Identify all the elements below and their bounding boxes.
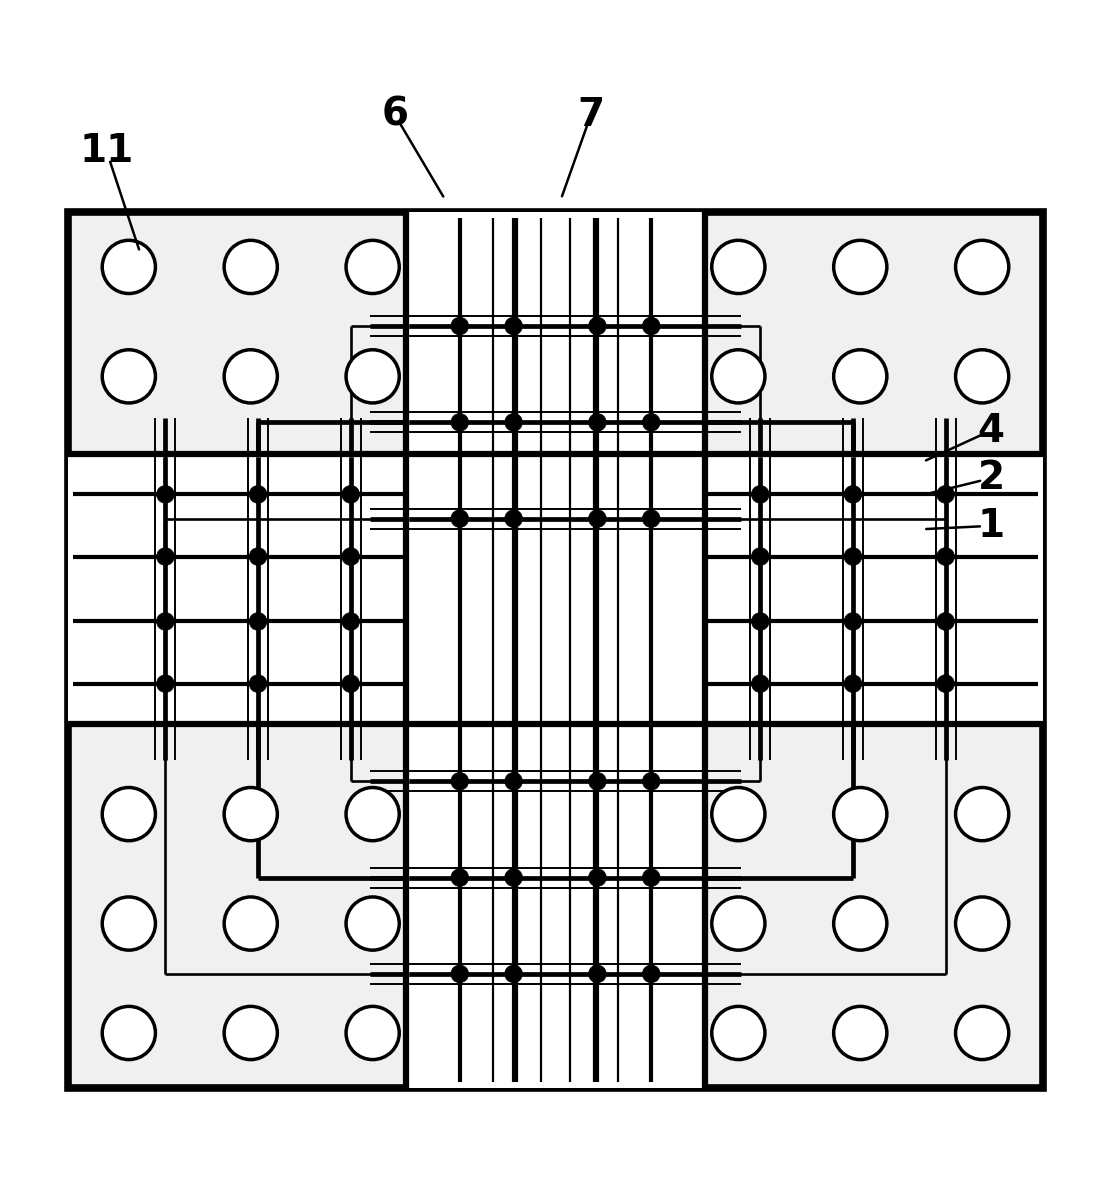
Circle shape: [224, 788, 278, 841]
Circle shape: [844, 675, 862, 693]
Circle shape: [504, 773, 522, 790]
Circle shape: [451, 868, 469, 887]
Circle shape: [346, 788, 399, 841]
Circle shape: [589, 413, 607, 431]
Circle shape: [937, 613, 954, 630]
Circle shape: [642, 413, 660, 431]
Circle shape: [346, 350, 399, 403]
Circle shape: [451, 317, 469, 335]
Circle shape: [249, 675, 267, 693]
Circle shape: [751, 548, 769, 565]
Circle shape: [157, 675, 174, 693]
Bar: [68, 454, 1043, 724]
Circle shape: [751, 675, 769, 693]
Circle shape: [102, 240, 156, 293]
Circle shape: [642, 510, 660, 528]
Circle shape: [589, 317, 607, 335]
Circle shape: [955, 788, 1009, 841]
Circle shape: [504, 510, 522, 528]
Circle shape: [833, 788, 887, 841]
Circle shape: [844, 613, 862, 630]
Circle shape: [504, 317, 522, 335]
Circle shape: [589, 510, 607, 528]
Circle shape: [342, 548, 360, 565]
Circle shape: [712, 788, 765, 841]
Circle shape: [451, 965, 469, 982]
Circle shape: [249, 548, 267, 565]
Circle shape: [346, 240, 399, 293]
Circle shape: [102, 1006, 156, 1059]
Circle shape: [224, 1006, 278, 1059]
Circle shape: [504, 868, 522, 887]
Circle shape: [589, 773, 607, 790]
Circle shape: [712, 350, 765, 403]
Circle shape: [642, 317, 660, 335]
Text: 7: 7: [578, 95, 604, 133]
Text: 2: 2: [978, 459, 1004, 497]
Circle shape: [249, 613, 267, 630]
Circle shape: [249, 485, 267, 503]
Circle shape: [712, 1006, 765, 1059]
Circle shape: [342, 613, 360, 630]
Circle shape: [451, 413, 469, 431]
Circle shape: [451, 510, 469, 528]
Circle shape: [451, 773, 469, 790]
Circle shape: [712, 240, 765, 293]
Circle shape: [504, 965, 522, 982]
Circle shape: [844, 548, 862, 565]
Circle shape: [102, 896, 156, 951]
Circle shape: [833, 240, 887, 293]
Text: 6: 6: [381, 95, 409, 133]
Circle shape: [844, 485, 862, 503]
Circle shape: [224, 896, 278, 951]
Circle shape: [224, 240, 278, 293]
Circle shape: [589, 965, 607, 982]
Circle shape: [342, 485, 360, 503]
Circle shape: [589, 868, 607, 887]
Circle shape: [937, 485, 954, 503]
Circle shape: [833, 896, 887, 951]
Text: 1: 1: [978, 507, 1004, 545]
Circle shape: [157, 485, 174, 503]
Circle shape: [955, 350, 1009, 403]
Circle shape: [102, 350, 156, 403]
Circle shape: [955, 240, 1009, 293]
Circle shape: [937, 548, 954, 565]
Circle shape: [642, 773, 660, 790]
Bar: [406, 212, 705, 1087]
Circle shape: [504, 413, 522, 431]
Circle shape: [342, 675, 360, 693]
Circle shape: [157, 548, 174, 565]
Circle shape: [833, 350, 887, 403]
Text: 4: 4: [978, 411, 1004, 450]
Circle shape: [642, 965, 660, 982]
Text: 11: 11: [80, 132, 133, 171]
Circle shape: [833, 1006, 887, 1059]
Bar: [68, 212, 1043, 1087]
Circle shape: [955, 896, 1009, 951]
Circle shape: [751, 613, 769, 630]
Circle shape: [346, 1006, 399, 1059]
Circle shape: [224, 350, 278, 403]
Circle shape: [346, 896, 399, 951]
Circle shape: [102, 788, 156, 841]
Circle shape: [937, 675, 954, 693]
Circle shape: [751, 485, 769, 503]
Circle shape: [642, 868, 660, 887]
Circle shape: [955, 1006, 1009, 1059]
Circle shape: [712, 896, 765, 951]
Circle shape: [157, 613, 174, 630]
